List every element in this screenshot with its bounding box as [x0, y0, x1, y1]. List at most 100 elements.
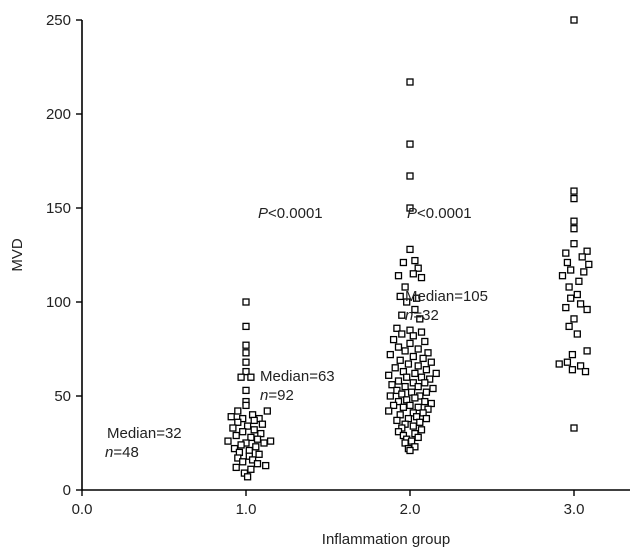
- data-point-group-3: [576, 362, 585, 370]
- data-point-group-1: [227, 413, 235, 421]
- p-symbol: P: [407, 205, 417, 222]
- data-point-group-3: [580, 268, 588, 276]
- data-point-group-2: [422, 366, 431, 374]
- x-tick-label: 1.0: [236, 501, 257, 518]
- data-point-group-2: [393, 324, 401, 332]
- data-point-group-3: [585, 260, 593, 269]
- data-point-group-2: [417, 273, 426, 282]
- data-point-group-2: [414, 403, 422, 411]
- data-point-group-2: [421, 337, 429, 346]
- data-point-group-2: [417, 328, 426, 336]
- data-point-group-2: [406, 172, 414, 180]
- data-point-group-3: [570, 217, 578, 225]
- data-point-group-1: [232, 463, 240, 472]
- n-label-group-3: n=32: [405, 307, 439, 324]
- data-point-group-2: [396, 292, 404, 301]
- data-point-group-1: [242, 349, 250, 357]
- data-point-group-2: [419, 354, 427, 363]
- data-point-group-3: [567, 266, 575, 274]
- data-point-group-2: [393, 386, 401, 395]
- data-point-group-2: [422, 414, 431, 423]
- data-point-group-2: [406, 140, 414, 148]
- x-tick-label: 3.0: [564, 501, 585, 518]
- data-point-group-1: [234, 407, 242, 415]
- data-point-group-2: [394, 343, 403, 351]
- data-point-group-1: [253, 460, 262, 468]
- data-point-group-1: [229, 424, 237, 432]
- data-point-group-1: [242, 322, 250, 331]
- data-point-group-2: [424, 405, 432, 413]
- median-label-group-3: Median=105: [405, 288, 488, 305]
- data-point-group-3: [562, 303, 570, 312]
- data-point-group-2: [394, 377, 403, 385]
- axes: [81, 20, 630, 491]
- data-point-group-2: [409, 352, 417, 361]
- data-point-group-1: [232, 431, 240, 440]
- data-point-group-3: [570, 240, 578, 248]
- data-point-group-1: [239, 428, 247, 436]
- data-point-group-1: [242, 298, 250, 306]
- x-tick-label: 0.0: [72, 501, 93, 518]
- data-point-group-2: [406, 339, 414, 348]
- data-point-group-2: [393, 416, 401, 425]
- data-point-group-2: [414, 264, 422, 272]
- data-point-group-3: [568, 350, 577, 359]
- data-point-group-2: [412, 294, 421, 302]
- n-value: =32: [413, 307, 438, 324]
- data-point-group-2: [411, 394, 419, 402]
- x-tick-label: 2.0: [400, 501, 421, 518]
- data-point-group-3: [563, 258, 572, 267]
- data-point-group-2: [401, 283, 409, 291]
- y-tick-label: 200: [46, 106, 71, 123]
- data-point-group-3: [558, 272, 567, 280]
- data-point-group-2: [394, 272, 403, 280]
- data-point-group-2: [388, 381, 396, 389]
- data-point-group-2: [416, 315, 424, 323]
- data-point-group-3: [575, 277, 583, 285]
- data-point-group-1: [239, 414, 247, 423]
- data-point-group-3: [563, 358, 572, 366]
- data-point-group-1: [243, 422, 252, 430]
- data-point-group-2: [406, 401, 414, 410]
- data-point-group-1: [242, 358, 250, 366]
- n-symbol: n: [260, 387, 268, 404]
- data-point-group-2: [409, 332, 417, 340]
- data-point-group-2: [411, 305, 419, 314]
- data-point-group-2: [414, 433, 422, 442]
- data-point-group-3: [573, 290, 581, 299]
- data-point-group-3: [562, 249, 570, 257]
- data-point-group-2: [427, 358, 435, 366]
- data-point-group-2: [409, 422, 417, 430]
- data-point-group-3: [565, 283, 573, 291]
- tick-labels: 0.0 1.0 2.0 3.0 0 50 100 150 200 250: [46, 12, 584, 518]
- data-point-group-3: [570, 16, 578, 24]
- data-point-group-3: [583, 305, 591, 314]
- data-point-group-1: [237, 373, 245, 381]
- p-value: <0.0001: [268, 205, 323, 222]
- data-point-group-1: [242, 341, 250, 349]
- data-point-group-3: [570, 187, 578, 195]
- data-point-group-2: [401, 382, 409, 391]
- data-point-group-2: [406, 446, 414, 455]
- data-point-group-2: [409, 270, 417, 278]
- median-label-group-2: Median=63: [260, 368, 335, 385]
- data-point-group-1: [250, 416, 258, 425]
- ticks: [76, 19, 575, 496]
- data-point-group-2: [394, 428, 403, 436]
- data-point-group-2: [399, 403, 408, 411]
- data-point-group-2: [414, 362, 422, 370]
- data-point-group-1: [253, 435, 262, 443]
- data-point-group-1: [252, 443, 260, 451]
- data-point-group-3: [573, 330, 581, 338]
- median-label-group-1: Median=32: [107, 425, 182, 442]
- n-value: =48: [113, 444, 138, 461]
- data-points: [224, 16, 593, 481]
- data-point-group-1: [258, 420, 267, 428]
- data-point-group-2: [385, 407, 393, 415]
- data-point-group-1: [247, 373, 255, 381]
- data-point-group-3: [568, 366, 577, 374]
- data-point-group-2: [398, 311, 406, 319]
- data-point-group-2: [421, 397, 429, 406]
- data-point-group-1: [260, 439, 268, 447]
- y-tick-label: 0: [63, 482, 71, 499]
